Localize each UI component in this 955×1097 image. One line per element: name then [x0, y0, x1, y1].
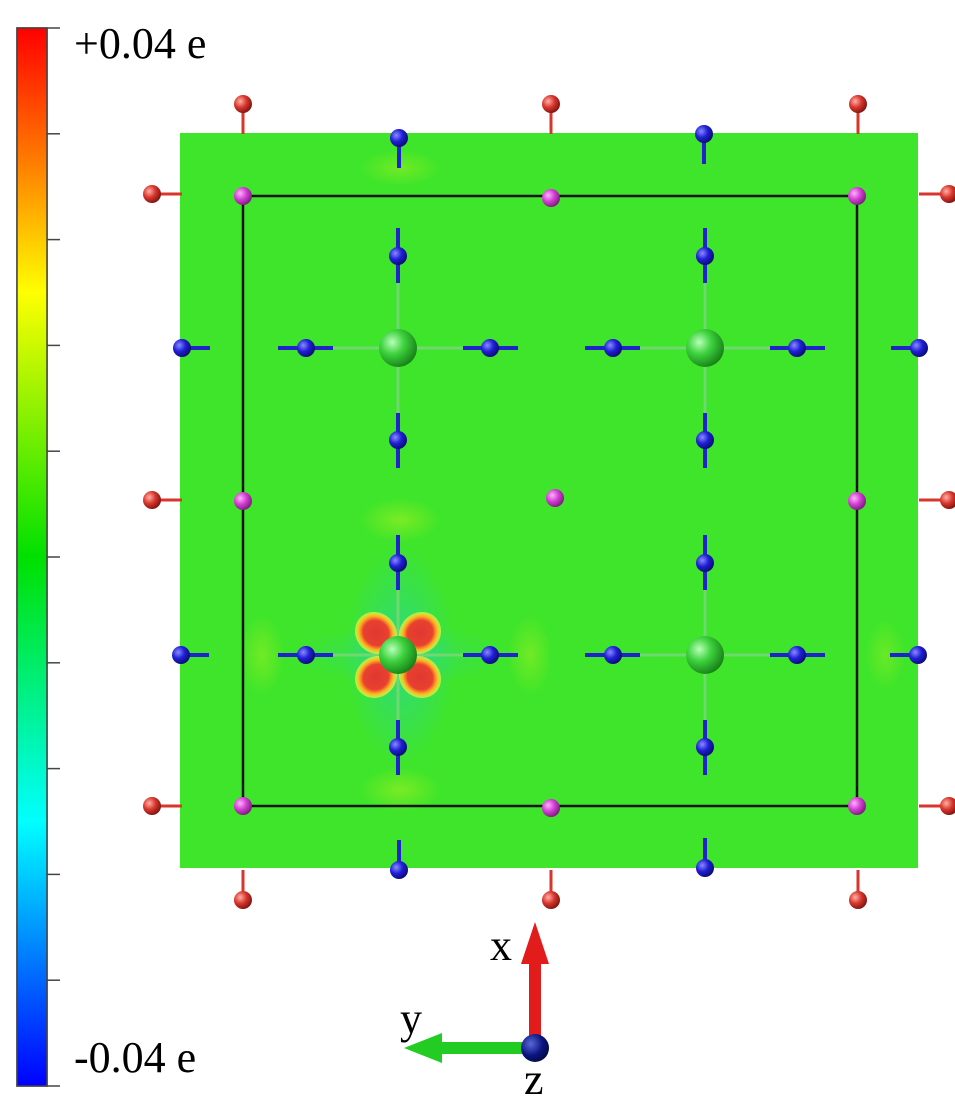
oxygen-atom: [940, 185, 955, 203]
nitrogen-atom: [481, 646, 499, 664]
x-axis-label: x: [490, 921, 512, 970]
nitrogen-atom: [172, 646, 190, 664]
nitrogen-atom: [389, 247, 407, 265]
magenta-atom: [542, 799, 560, 817]
magenta-atom: [848, 187, 866, 205]
nitrogen-atom: [696, 738, 714, 756]
nitrogen-atom: [696, 554, 714, 572]
oxygen-atom: [143, 797, 161, 815]
nitrogen-atom: [696, 247, 714, 265]
colorbar-ticks: [47, 27, 60, 1087]
y-axis-arrow: [404, 1033, 530, 1063]
nitrogen-atom: [604, 646, 622, 664]
nitrogen-atom: [297, 339, 315, 357]
nitrogen-atom: [788, 339, 806, 357]
x-axis-arrow: [521, 922, 549, 1040]
metal-center-atom: [686, 636, 724, 674]
oxygen-atom: [849, 891, 867, 909]
nitrogen-atom: [389, 738, 407, 756]
oxygen-atom: [542, 95, 560, 113]
oxygen-atom: [849, 95, 867, 113]
axis-triad: x y z: [400, 921, 549, 1097]
y-axis-label: y: [400, 994, 422, 1043]
oxygen-atom: [234, 891, 252, 909]
metal-center-atom: [379, 329, 417, 367]
nitrogen-atom: [390, 129, 408, 147]
nitrogen-atom: [788, 646, 806, 664]
nitrogen-atom: [173, 339, 191, 357]
nitrogen-atom: [909, 646, 927, 664]
magenta-atom: [546, 489, 564, 507]
magenta-atom: [848, 492, 866, 510]
nitrogen-atom: [389, 554, 407, 572]
atoms: [143, 95, 955, 909]
oxygen-atom: [234, 95, 252, 113]
magenta-atom: [234, 797, 252, 815]
nitrogen-atom: [297, 646, 315, 664]
colorbar-max-label: +0.04 e: [74, 19, 206, 68]
oxygen-atom: [940, 491, 955, 509]
oxygen-atom: [542, 891, 560, 909]
nitrogen-atom: [389, 431, 407, 449]
magenta-atom: [848, 797, 866, 815]
magenta-atom: [234, 187, 252, 205]
nitrogen-atom: [696, 859, 714, 877]
magenta-atom: [542, 189, 560, 207]
nitrogen-atom: [696, 431, 714, 449]
metal-center-atom: [379, 636, 417, 674]
nitrogen-atom: [390, 861, 408, 879]
magenta-atom: [234, 492, 252, 510]
nitrogen-atom: [910, 339, 928, 357]
z-axis-marker: [521, 1034, 549, 1062]
nitrogen-atom: [604, 339, 622, 357]
z-axis-label: z: [524, 1055, 544, 1097]
nitrogen-atom: [695, 125, 713, 143]
metal-center-atom: [686, 329, 724, 367]
colorbar: +0.04 e -0.04 e: [16, 19, 206, 1087]
nitrogen-atom: [481, 339, 499, 357]
oxygen-atom: [143, 491, 161, 509]
colorbar-min-label: -0.04 e: [74, 1033, 196, 1082]
oxygen-atom: [143, 185, 161, 203]
oxygen-atom: [940, 797, 955, 815]
